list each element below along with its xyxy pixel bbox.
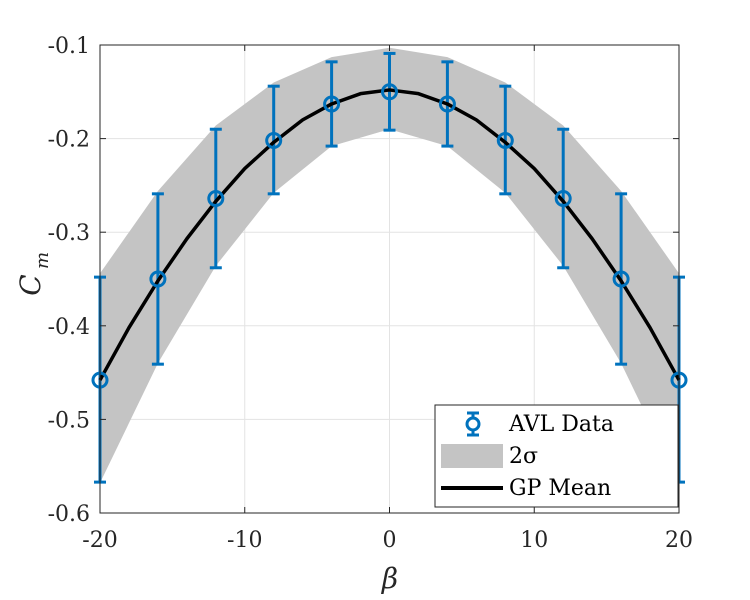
sigma-band-area <box>100 47 679 484</box>
avl-data-point <box>149 270 167 288</box>
x-tick-label: 20 <box>665 528 693 553</box>
x-axis-label: β <box>381 562 398 595</box>
y-tick-label: -0.2 <box>48 128 90 153</box>
gp-mean-path <box>98 88 681 381</box>
avl-data-point <box>265 131 283 149</box>
legend-label-mean: GP Mean <box>509 476 611 501</box>
y-tick-label: -0.3 <box>48 221 90 246</box>
y-tick-label: -0.6 <box>48 502 90 527</box>
y-axis-label-main: C <box>14 274 47 295</box>
sigma-band <box>100 47 679 484</box>
x-tick-label: -20 <box>82 528 117 553</box>
y-axis-label: C m <box>14 252 53 296</box>
gp-mean-line <box>98 88 681 381</box>
legend-symbol-band <box>441 444 503 468</box>
y-tick-label: -0.4 <box>48 315 90 340</box>
axes <box>99 44 680 514</box>
avl-data-point <box>554 190 572 208</box>
avl-data-point <box>323 95 341 113</box>
y-tick-label: -0.1 <box>48 34 90 59</box>
legend: AVL Data 2σ GP Mean <box>434 404 679 508</box>
legend-symbol-avl <box>465 411 481 437</box>
avl-data-point <box>438 95 456 113</box>
tick-labels: -20 -10 0 10 20 -0.6 -0.5 -0.4 -0.3 -0.2 -0.1 <box>48 34 693 553</box>
avl-data-point <box>381 83 398 101</box>
avl-data-point <box>207 190 225 208</box>
avl-data-point <box>612 270 630 288</box>
y-axis-label-sub: m <box>32 252 53 269</box>
y-tick-label: -0.5 <box>48 408 90 433</box>
legend-label-band: 2σ <box>509 444 538 469</box>
x-tick-label: 0 <box>383 528 397 553</box>
avl-data-point <box>496 131 514 149</box>
legend-label-avl: AVL Data <box>508 412 614 437</box>
x-tick-label: -10 <box>227 528 262 553</box>
x-tick-label: 10 <box>520 528 548 553</box>
